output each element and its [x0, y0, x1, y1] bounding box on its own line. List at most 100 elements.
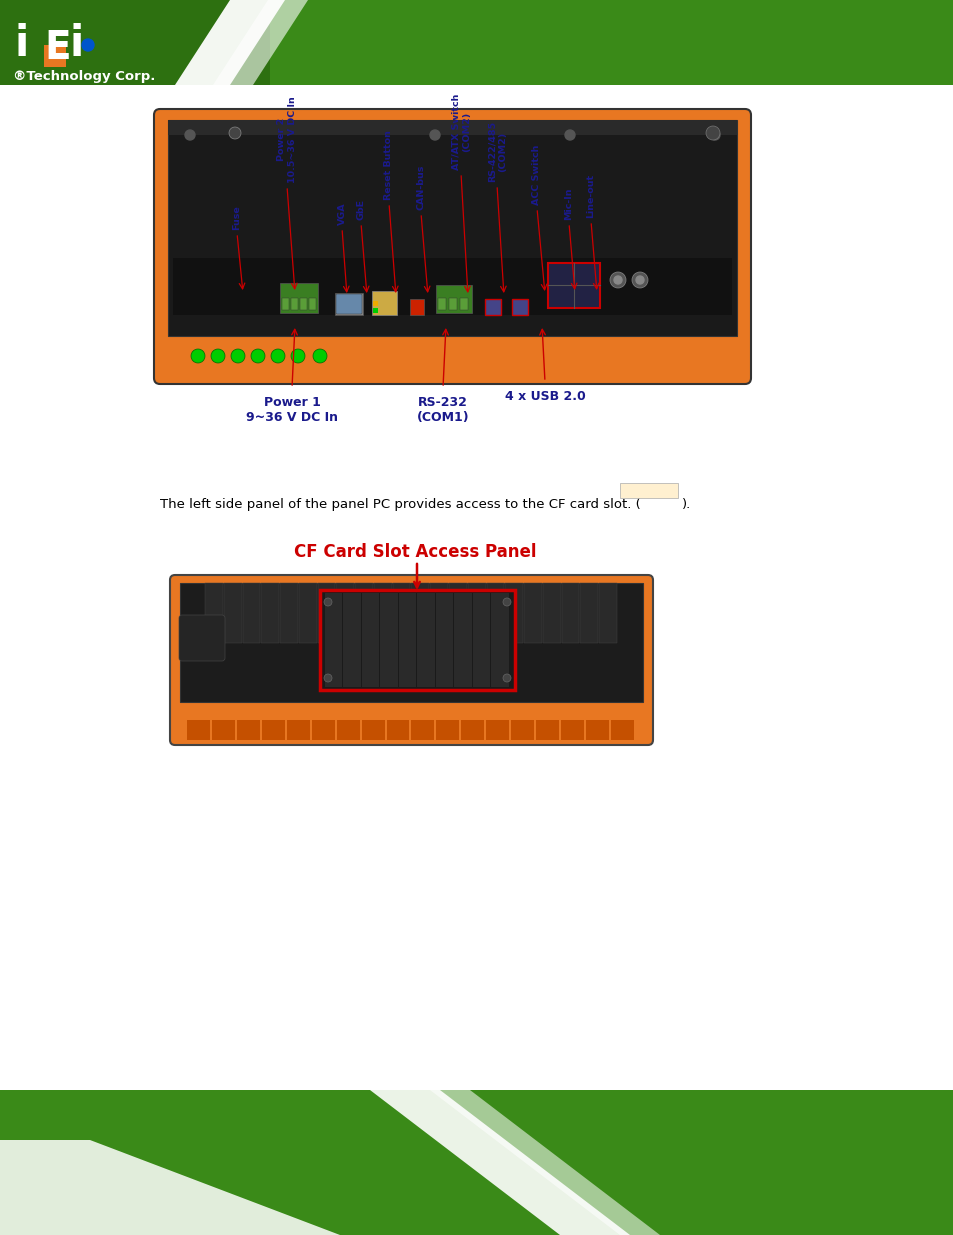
Text: ).: ). [681, 498, 691, 511]
Bar [319, 590, 515, 690]
Circle shape [291, 350, 305, 363]
Bar [299, 298, 307, 310]
Bar [598, 583, 617, 643]
Circle shape [229, 127, 241, 140]
Circle shape [251, 350, 265, 363]
Bar [430, 583, 448, 643]
Circle shape [430, 130, 439, 140]
Bar [282, 298, 289, 310]
Bar [372, 291, 396, 315]
Text: ACC Switch: ACC Switch [532, 144, 541, 205]
Bar [168, 120, 737, 336]
Bar [459, 298, 468, 310]
Polygon shape [370, 1091, 629, 1235]
Bar [242, 583, 260, 643]
Circle shape [185, 130, 194, 140]
Text: CAN-bus: CAN-bus [416, 164, 425, 210]
Bar [473, 593, 490, 687]
Bar [325, 593, 342, 687]
Bar [512, 299, 527, 315]
Bar [386, 720, 409, 740]
Bar [361, 720, 384, 740]
Bar [44, 44, 66, 67]
Bar [287, 720, 310, 740]
Bar [542, 583, 560, 643]
Text: i: i [14, 23, 29, 65]
Bar [547, 263, 599, 308]
Bar [560, 720, 583, 740]
Bar [312, 720, 335, 740]
Bar [410, 299, 423, 315]
Bar [180, 583, 642, 701]
Bar [336, 720, 359, 740]
Circle shape [705, 126, 720, 140]
Bar [380, 593, 397, 687]
Circle shape [191, 350, 205, 363]
Text: Fuse: Fuse [233, 205, 241, 230]
Polygon shape [174, 0, 285, 85]
Bar [484, 299, 500, 315]
Text: E: E [44, 28, 71, 67]
Bar [505, 583, 522, 643]
Circle shape [324, 598, 332, 606]
Circle shape [231, 350, 245, 363]
Circle shape [313, 350, 327, 363]
Bar [212, 720, 234, 740]
Bar [523, 583, 541, 643]
Text: i: i [70, 23, 84, 65]
Text: Power 1
9~36 V DC In: Power 1 9~36 V DC In [246, 396, 337, 424]
Bar [374, 583, 392, 643]
Bar [436, 720, 459, 740]
Bar [224, 583, 241, 643]
FancyBboxPatch shape [170, 576, 652, 745]
Bar [0, 1091, 953, 1235]
Bar [467, 583, 485, 643]
Bar [579, 583, 598, 643]
Text: RS-232
(COM1): RS-232 (COM1) [416, 396, 469, 424]
Bar [291, 298, 297, 310]
Bar [561, 583, 578, 643]
Circle shape [614, 275, 621, 284]
Bar [355, 583, 373, 643]
Text: AT/ATX Switch
(COM2): AT/ATX Switch (COM2) [451, 94, 470, 170]
Bar [168, 120, 737, 135]
Bar [361, 593, 379, 687]
Bar [0, 0, 953, 85]
Bar [436, 593, 453, 687]
Bar [172, 258, 731, 315]
Bar [449, 298, 456, 310]
Polygon shape [430, 1091, 659, 1235]
Bar [536, 720, 558, 740]
Bar [373, 308, 377, 312]
Bar [317, 583, 335, 643]
Bar [0, 0, 953, 85]
Polygon shape [213, 0, 308, 85]
Bar [486, 720, 509, 740]
Bar [486, 583, 504, 643]
Bar [437, 298, 446, 310]
Bar [280, 583, 297, 643]
Bar [611, 720, 634, 740]
Circle shape [564, 130, 575, 140]
Text: Line-out: Line-out [586, 174, 595, 219]
Bar [491, 593, 509, 687]
Text: The left side panel of the panel PC provides access to the CF card slot. (: The left side panel of the panel PC prov… [160, 498, 640, 511]
Circle shape [636, 275, 643, 284]
Text: ®Technology Corp.: ®Technology Corp. [13, 70, 155, 83]
Circle shape [271, 350, 285, 363]
Bar [236, 720, 259, 740]
Text: 4 x USB 2.0: 4 x USB 2.0 [504, 390, 585, 403]
Bar [373, 301, 377, 306]
Bar [280, 283, 317, 312]
FancyBboxPatch shape [335, 294, 361, 314]
Text: Mic-In: Mic-In [564, 188, 573, 220]
Bar [454, 593, 472, 687]
Bar [511, 720, 534, 740]
Polygon shape [0, 1140, 339, 1235]
Bar [411, 583, 429, 643]
Text: Power 2
10.5~36 V DC In: Power 2 10.5~36 V DC In [277, 96, 296, 183]
Bar [585, 720, 608, 740]
Bar [336, 583, 354, 643]
Bar [436, 285, 472, 312]
Bar [411, 720, 434, 740]
